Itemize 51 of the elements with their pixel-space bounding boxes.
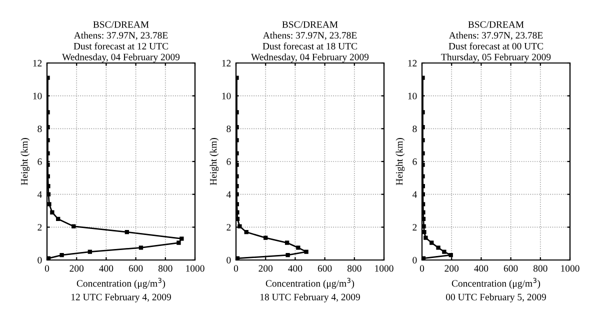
x-tick-label: 200 — [444, 265, 459, 272]
chart-title: BSC/DREAM Athens: 37.97N, 23.78E Dust forecast at 00 UTC Thursday, 05 February 2009 — [441, 21, 551, 62]
y-tick-label: 0 — [38, 256, 42, 264]
y-tick-label: 4 — [412, 191, 417, 198]
x-tick-label: 400 — [474, 265, 488, 272]
y-tick-label: 2 — [226, 224, 231, 231]
y-tick-label: 12 — [33, 60, 42, 66]
x-tick-label: 400 — [288, 265, 302, 272]
y-tick-label: 8 — [38, 126, 42, 132]
x-tick-label: 200 — [70, 265, 84, 272]
chart-title: BSC/DREAM Athens: 37.97N, 23.78E Dust forecast at 12 UTC Wednesday, 04 February 2009 — [62, 21, 180, 62]
y-tick-label: 4 — [37, 191, 42, 198]
x-axis-title: Concentration (μg/m$^{3}$) — [266, 278, 354, 289]
x-tick-label: 200 — [258, 265, 273, 272]
x-tick-label: 600 — [318, 265, 332, 272]
y-tick-label: 12 — [222, 60, 231, 66]
x-tick-label: 800 — [347, 265, 362, 272]
x-tick-label: 800 — [158, 265, 172, 272]
y-tick-label: 2 — [412, 224, 417, 231]
x-tick-label: 1000 — [375, 265, 394, 272]
y-axis-title: Height (km) — [396, 138, 405, 186]
x-tick-label: 0 — [44, 265, 50, 272]
y-tick-label: 6 — [226, 158, 231, 165]
text: 18 UTC February 4, 2009 — [260, 293, 360, 302]
text: 12 UTC February 4, 2009 — [71, 293, 171, 302]
y-tick-label: 10 — [33, 92, 42, 100]
chart-title: BSC/DREAM Athens: 37.97N, 23.78E Dust forecast at 18 UTC Wednesday, 04 February 2009 — [251, 21, 369, 62]
x-tick-label: 800 — [533, 265, 548, 272]
y-axis-title: Height (km) — [210, 138, 219, 186]
y-tick-label: 6 — [38, 158, 42, 165]
text: 00 UTC February 5, 2009 — [446, 293, 546, 302]
y-tick-label: 2 — [38, 224, 42, 231]
y-tick-label: 0 — [412, 256, 417, 264]
x-tick-label: 400 — [99, 265, 114, 272]
y-axis-title: Height (km) — [20, 138, 30, 186]
y-tick-label: 10 — [408, 92, 417, 100]
x-axis-title: Concentration (μg/m$^{3}$) — [76, 278, 166, 289]
x-tick-label: 0 — [234, 265, 238, 272]
y-tick-label: 8 — [226, 126, 231, 132]
y-tick-label: 6 — [412, 158, 417, 165]
x-tick-label: 0 — [420, 265, 424, 272]
y-tick-label: 4 — [226, 191, 231, 198]
y-tick-label: 0 — [226, 256, 231, 264]
y-tick-label: 12 — [408, 60, 417, 66]
x-tick-label: 600 — [128, 265, 143, 272]
x-tick-label: 1000 — [561, 265, 580, 272]
y-tick-label: 10 — [222, 92, 231, 100]
x-axis-title: Concentration (μg/m$^{3}$) — [452, 278, 540, 289]
x-tick-label: 1000 — [186, 265, 204, 272]
y-tick-label: 8 — [412, 126, 417, 132]
x-tick-label: 600 — [504, 265, 518, 272]
